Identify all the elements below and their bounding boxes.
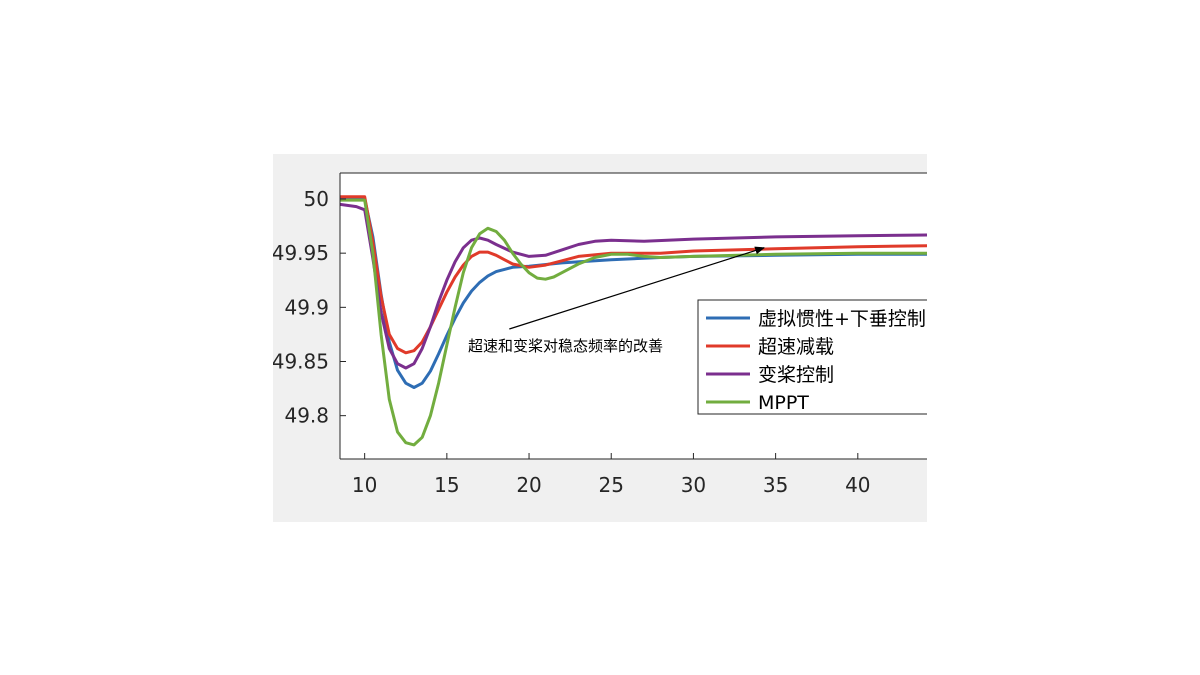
x-tick-label: 25: [599, 473, 624, 497]
y-tick-label: 49.8: [284, 404, 329, 428]
x-tick-label: 15: [434, 473, 459, 497]
y-tick-label: 49.9: [284, 295, 329, 319]
x-tick-label: 35: [763, 473, 788, 497]
legend-label: 超速减载: [758, 336, 834, 358]
series-layer: [340, 195, 927, 447]
annotation-layer: 超速和变桨对稳态频率的改善: [468, 246, 766, 355]
y-tick-label: 49.85: [273, 350, 329, 374]
x-tick-label: 30: [681, 473, 706, 497]
x-tick-label: 40: [845, 473, 870, 497]
series-line-4: [340, 198, 927, 447]
legend-label: 虚拟惯性+下垂控制: [758, 308, 926, 330]
annotation-text: 超速和变桨对稳态频率的改善: [468, 337, 663, 355]
x-tick-label: 10: [352, 473, 377, 497]
annotation-arrow: [509, 246, 766, 330]
y-tick-label: 50: [304, 187, 329, 211]
legend-label: 变桨控制: [758, 364, 834, 386]
x-tick-label: 20: [516, 473, 541, 497]
y-tick-label: 49.95: [273, 241, 329, 265]
series-line-3: [340, 202, 927, 370]
legend-label: MPPT: [758, 392, 809, 414]
axis-layer: [339, 172, 927, 460]
